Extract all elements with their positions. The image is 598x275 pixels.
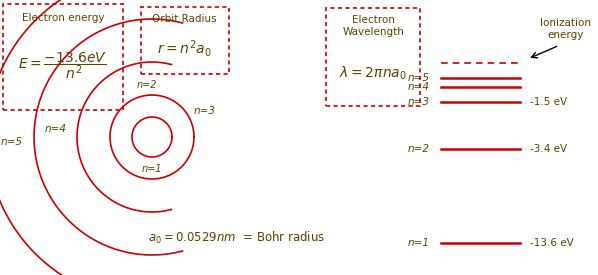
Text: Ionization
energy: Ionization energy bbox=[539, 18, 591, 40]
Text: n=4: n=4 bbox=[408, 82, 430, 92]
Text: $r = n^2 a_0$: $r = n^2 a_0$ bbox=[157, 38, 212, 59]
Text: n=5: n=5 bbox=[408, 73, 430, 82]
Text: n=3: n=3 bbox=[193, 106, 215, 116]
Text: n=3: n=3 bbox=[408, 97, 430, 107]
Text: -13.6 eV: -13.6 eV bbox=[530, 238, 574, 248]
Bar bbox=[3, 4, 123, 110]
Text: $\lambda = 2\pi n a_0$: $\lambda = 2\pi n a_0$ bbox=[339, 65, 407, 82]
Text: n=5: n=5 bbox=[1, 137, 22, 147]
Text: $E = \dfrac{-13.6eV}{n^2}$: $E = \dfrac{-13.6eV}{n^2}$ bbox=[18, 50, 108, 81]
Text: Orbit Radius: Orbit Radius bbox=[152, 14, 217, 24]
Text: n=1: n=1 bbox=[408, 238, 430, 248]
Text: n=2: n=2 bbox=[137, 80, 157, 90]
Text: Electron energy: Electron energy bbox=[22, 13, 104, 23]
Text: $a_0 = 0.0529nm$  = Bohr radius: $a_0 = 0.0529nm$ = Bohr radius bbox=[148, 230, 325, 246]
Text: n=4: n=4 bbox=[44, 124, 66, 134]
Bar bbox=[326, 8, 420, 106]
Text: -1.5 eV: -1.5 eV bbox=[530, 97, 567, 107]
Text: n=1: n=1 bbox=[142, 164, 162, 174]
Text: Electron
Wavelength: Electron Wavelength bbox=[342, 15, 404, 37]
Bar bbox=[141, 7, 229, 74]
Text: n=2: n=2 bbox=[408, 144, 430, 153]
Text: -3.4 eV: -3.4 eV bbox=[530, 144, 567, 153]
